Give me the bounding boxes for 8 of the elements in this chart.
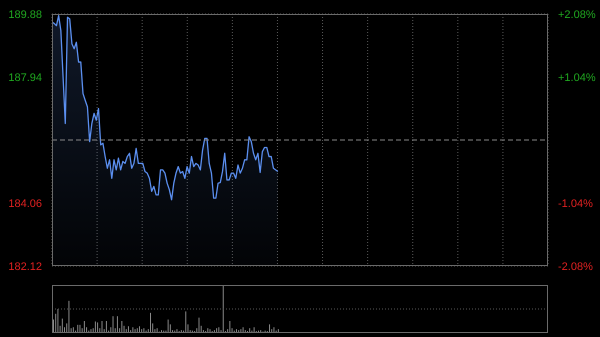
y-tick-label: 182.12 (8, 260, 42, 273)
y2-tick-label: -2.08% (558, 260, 594, 273)
y-tick-label: 187.94 (8, 72, 42, 84)
y2-tick-label: +2.08% (558, 8, 596, 21)
y2-tick-label: -1.04% (558, 198, 594, 210)
y2-tick-label: +1.04% (558, 72, 596, 84)
y-tick-label: 184.06 (8, 198, 42, 210)
y-tick-label: 189.88 (8, 8, 42, 21)
